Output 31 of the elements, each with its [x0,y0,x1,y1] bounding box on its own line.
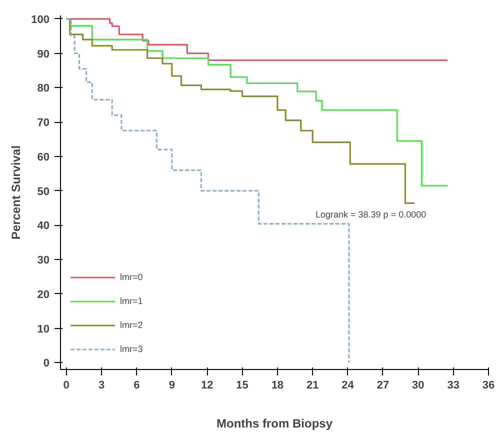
x-tick-label: 27 [376,380,390,392]
x-tick-label: 12 [200,380,214,392]
y-tick-label: 70 [37,117,50,130]
y-tick-label: 40 [37,220,50,232]
x-tick-label: 0 [63,380,70,392]
y-tick-label: 80 [37,82,50,95]
y-tick-label: 50 [37,186,50,198]
x-tick-label: 21 [306,380,319,392]
x-tick-label: 24 [342,380,355,392]
legend-label: lmr=2 [120,320,143,330]
y-tick-label: 10 [37,323,50,336]
y-tick-label: 90 [37,48,50,60]
y-tick-label: 100 [31,14,50,26]
y-tick-label: 30 [37,254,50,267]
y-tick-label: 20 [37,288,50,301]
x-tick-label: 6 [134,380,140,392]
x-tick-label: 30 [412,380,424,392]
x-tick-label: 18 [271,380,284,392]
y-tick-label: 0 [43,358,50,370]
annotation: Logrank = 38.39 p = 0.0000 [316,210,426,220]
x-tick-label: 9 [168,380,175,392]
x-tick-label: 36 [482,380,495,392]
x-tick-label: 33 [447,380,460,392]
x-tick-label: 3 [98,380,105,392]
x-axis-title: Months from Biopsy [216,416,333,430]
legend-label: lmr=0 [120,272,143,282]
x-tick-label: 15 [236,380,248,392]
legend-label: lmr=3 [120,344,143,354]
y-tick-label: 60 [37,151,50,164]
legend-label: lmr=1 [120,296,143,306]
y-axis-title: Percent Survival [9,145,24,240]
